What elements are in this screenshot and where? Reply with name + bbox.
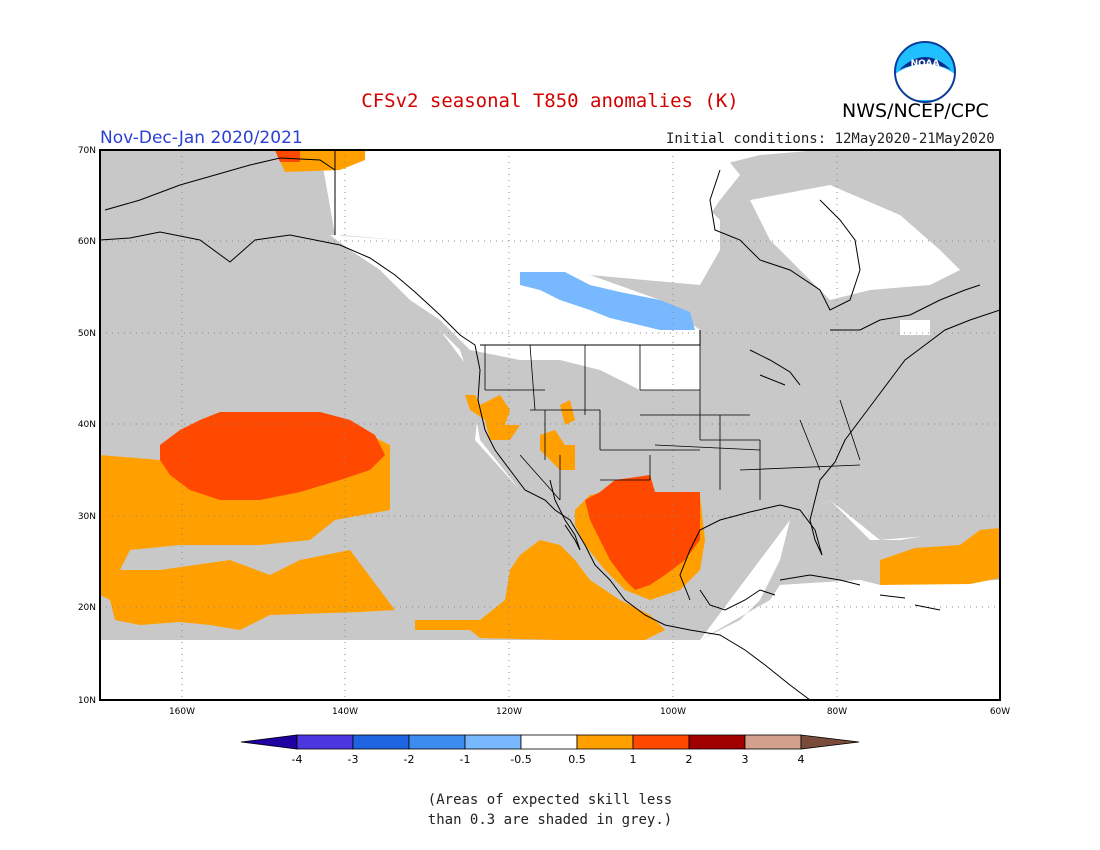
- lon-label: 60W: [990, 707, 1010, 717]
- white-patch-canada-west: [330, 235, 700, 390]
- legend-label: 1: [630, 753, 637, 766]
- agency-label: NWS/NCEP/CPC: [842, 100, 989, 122]
- cool-anomaly-band: [520, 272, 695, 330]
- legend-swatch: [464, 734, 522, 750]
- lat-label: 40N: [78, 420, 96, 430]
- forecast-period: Nov-Dec-Jan 2020/2021: [100, 128, 303, 148]
- lat-label: 60N: [78, 237, 96, 247]
- latitude-labels: 70N 60N 50N 40N 30N 20N 10N: [78, 146, 96, 706]
- anomaly-shading: [100, 150, 1000, 700]
- warm-anomaly-interior-b: [540, 430, 575, 470]
- lat-label: 20N: [78, 603, 96, 613]
- legend-arrow-high: [800, 734, 860, 750]
- footnote-line-1: (Areas of expected skill less: [427, 792, 673, 808]
- legend-swatch: [576, 734, 634, 750]
- legend-label: 3: [742, 753, 749, 766]
- legend-swatch: [296, 734, 354, 750]
- legend-arrow-low: [240, 734, 298, 750]
- legend-swatches: [240, 734, 860, 750]
- legend-label: -4: [292, 753, 303, 766]
- coastlines: [100, 150, 1000, 700]
- political-borders: [484, 344, 861, 501]
- legend-label: 0.5: [568, 753, 586, 766]
- legend-label: 2: [686, 753, 693, 766]
- white-patch-labrador: [900, 320, 930, 335]
- initial-conditions: Initial conditions: 12May2020-21May2020: [666, 131, 995, 147]
- legend-swatch: [408, 734, 466, 750]
- noaa-logo-text: NOAA: [911, 59, 940, 69]
- legend-swatch: [520, 734, 578, 750]
- footnote-line-2: than 0.3 are shaded in grey.): [427, 812, 673, 828]
- lat-label: 70N: [78, 146, 96, 156]
- lat-label: 30N: [78, 512, 96, 522]
- color-legend: -4 -3 -2 -1 -0.5 0.5 1 2 3 4: [240, 734, 860, 766]
- warm-anomaly-interior-a: [465, 395, 520, 440]
- lon-label: 80W: [827, 707, 847, 717]
- graticule: [100, 150, 1000, 700]
- lat-label: 50N: [78, 329, 96, 339]
- legend-label: -0.5: [510, 753, 531, 766]
- lat-label: 10N: [78, 696, 96, 706]
- strong-warm-mexico: [585, 475, 700, 590]
- legend-label: -2: [404, 753, 415, 766]
- longitude-labels: 160W 140W 120W 100W 80W 60W: [169, 707, 1010, 717]
- legend-labels: -4 -3 -2 -1 -0.5 0.5 1 2 3 4: [292, 753, 805, 766]
- warm-anomaly-interior-c: [560, 400, 575, 425]
- strong-warm-pacific: [160, 412, 385, 500]
- legend-label: -3: [348, 753, 359, 766]
- legend-swatch: [352, 734, 410, 750]
- white-patch-arctic: [330, 150, 740, 240]
- lon-label: 100W: [660, 707, 686, 717]
- legend-swatch: [688, 734, 746, 750]
- map-frame: [99, 149, 1001, 701]
- lon-label: 140W: [332, 707, 358, 717]
- white-patch-south: [100, 640, 1000, 700]
- lon-label: 120W: [496, 707, 522, 717]
- warm-anomaly-baja: [415, 540, 665, 640]
- noaa-logo: NOAA: [894, 41, 956, 103]
- map-title: CFSv2 seasonal T850 anomalies (K): [361, 90, 739, 112]
- legend-label: 4: [798, 753, 805, 766]
- legend-swatch: [744, 734, 802, 750]
- legend-swatch: [632, 734, 690, 750]
- lon-label: 160W: [169, 707, 195, 717]
- warm-anomaly-atlantic: [880, 528, 1000, 585]
- legend-label: -1: [460, 753, 471, 766]
